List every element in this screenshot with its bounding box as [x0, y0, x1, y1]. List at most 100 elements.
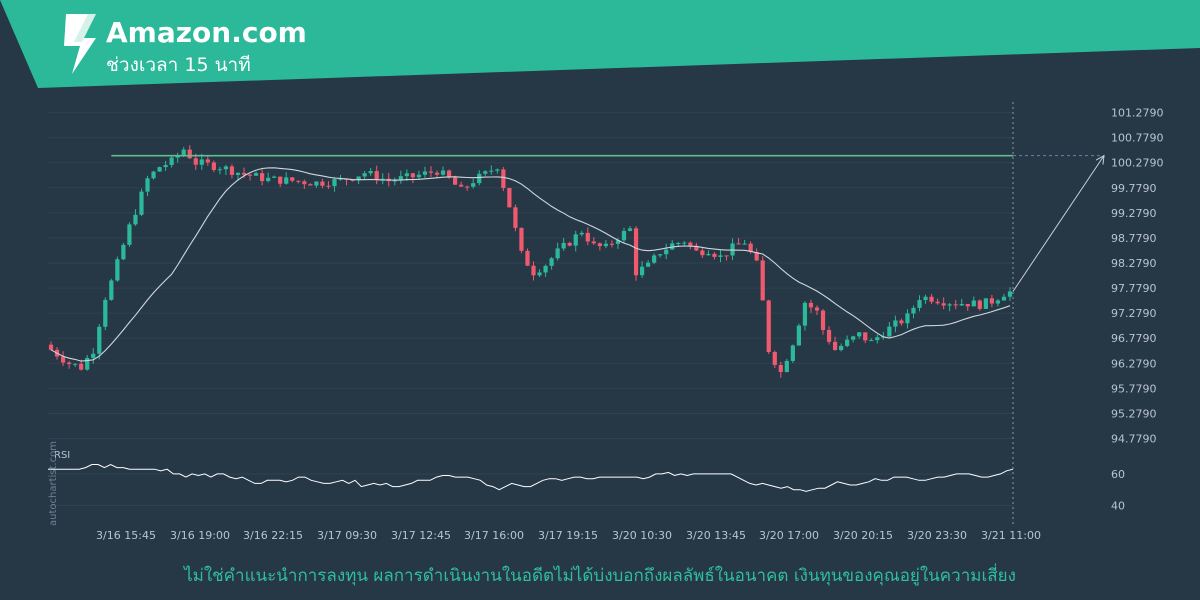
candle-bullish — [151, 170, 156, 180]
candle-bearish — [772, 350, 777, 368]
candle-bullish — [645, 260, 651, 268]
candle-bearish — [953, 299, 958, 310]
candle-bearish — [736, 237, 741, 245]
price-tick-label: 98.7790 — [1111, 232, 1157, 245]
candle-bearish — [941, 297, 946, 310]
candle-bearish — [977, 299, 982, 311]
candle-bullish — [253, 171, 259, 176]
candle-bullish — [440, 166, 446, 176]
candle-bullish — [314, 181, 319, 188]
candle-bullish — [127, 222, 132, 247]
candle-bearish — [531, 261, 536, 281]
price-tick-label: 94.7790 — [1111, 433, 1157, 446]
candle-bearish — [899, 318, 904, 326]
candle-bearish — [567, 241, 572, 247]
candle-bullish — [845, 335, 850, 348]
candle-bullish — [272, 175, 277, 178]
autochartist-logo-icon — [64, 14, 96, 74]
candle-bullish — [549, 256, 554, 270]
candle-bearish — [989, 294, 995, 308]
rsi-line — [48, 463, 1014, 492]
candle-bullish — [145, 175, 150, 197]
candle-bullish — [97, 324, 102, 360]
candle-bearish — [826, 326, 832, 345]
candle-bullish — [175, 152, 180, 163]
time-tick-label: 3/16 15:45 — [96, 529, 156, 542]
price-tick-label: 95.7790 — [1111, 382, 1157, 395]
candle-bearish — [814, 305, 820, 316]
candle-bearish — [513, 204, 518, 232]
candle-bearish — [929, 294, 934, 305]
candle-bullish — [658, 253, 663, 258]
candle-bearish — [247, 173, 253, 181]
price-tick-label: 95.2790 — [1111, 407, 1157, 420]
candle-bearish — [597, 242, 602, 251]
price-tick-label: 99.7790 — [1111, 182, 1157, 195]
candle-bullish — [911, 305, 916, 319]
candle-bullish — [652, 253, 657, 265]
candle-bearish — [501, 167, 506, 192]
candle-bearish — [820, 309, 826, 335]
candle-bullish — [670, 240, 675, 250]
candle-bullish — [368, 167, 373, 176]
candle-bullish — [676, 242, 681, 247]
candle-bullish — [73, 363, 78, 368]
forecast-arrow-shaft — [1012, 155, 1105, 292]
candle-bearish — [766, 299, 771, 354]
candle-bullish — [163, 160, 168, 172]
candle-bullish — [109, 278, 114, 301]
interval-subtitle: ช่วงเวลา 15 นาที — [106, 54, 251, 76]
candle-bullish — [573, 230, 578, 252]
candle-bullish — [121, 242, 126, 261]
time-axis-labels: 3/16 15:45 3/16 19:00 3/16 22:15 3/17 09:30… — [96, 529, 1041, 542]
time-tick-label: 3/16 22:15 — [243, 529, 303, 542]
candle-bullish — [917, 295, 922, 312]
candle-bullish — [1007, 287, 1013, 301]
candle-bullish — [561, 238, 566, 251]
candle-bearish — [278, 176, 283, 187]
candle-bearish — [519, 227, 524, 254]
candle-bearish — [60, 351, 66, 367]
candle-bearish — [935, 298, 940, 305]
candle-bearish — [754, 248, 759, 262]
candle-bullish — [905, 309, 910, 329]
candle-bearish — [320, 178, 325, 189]
candle-bullish — [802, 300, 808, 331]
price-tick-label: 96.7790 — [1111, 332, 1157, 345]
chart-gridlines — [48, 112, 1013, 440]
candle-bullish — [995, 298, 1001, 307]
candle-bullish — [947, 302, 952, 312]
price-tick-label: 101.2790 — [1111, 107, 1164, 120]
candle-bearish — [465, 185, 470, 191]
rsi-axis-labels: 60 40 — [1111, 468, 1125, 513]
candle-bullish — [923, 294, 928, 304]
candle-bullish — [790, 344, 795, 363]
candle-bullish — [489, 165, 494, 175]
time-tick-label: 3/20 10:30 — [612, 529, 672, 542]
instrument-title: Amazon.com — [106, 16, 307, 49]
time-tick-label: 3/17 16:00 — [464, 529, 524, 542]
candle-bullish — [682, 241, 687, 247]
candle-bearish — [229, 164, 235, 179]
candle-bullish — [398, 170, 403, 184]
watermark: autochartist.com — [48, 441, 59, 526]
price-tick-label: 97.2790 — [1111, 307, 1157, 320]
candle-bearish — [633, 226, 639, 281]
candle-bearish — [591, 237, 596, 245]
candle-bullish — [742, 239, 747, 245]
price-tick-label: 100.2790 — [1111, 157, 1164, 170]
candle-bullish — [266, 172, 271, 183]
candle-bearish — [66, 360, 72, 369]
time-tick-label: 3/21 11:00 — [981, 529, 1041, 542]
forecast-arrow — [1012, 154, 1105, 292]
candle-bullish — [332, 177, 337, 192]
candle-bullish — [893, 315, 898, 333]
candle-bearish — [259, 168, 265, 186]
price-axis-labels: 101.2790 100.7790 100.2790 99.7790 99.2790 98… — [1111, 107, 1164, 446]
candle-bullish — [284, 172, 289, 185]
candle-bullish — [380, 173, 385, 185]
rsi-tick-label: 60 — [1111, 468, 1125, 481]
candle-bullish — [718, 249, 723, 263]
candle-bearish — [760, 256, 765, 301]
header-banner — [0, 0, 1200, 88]
